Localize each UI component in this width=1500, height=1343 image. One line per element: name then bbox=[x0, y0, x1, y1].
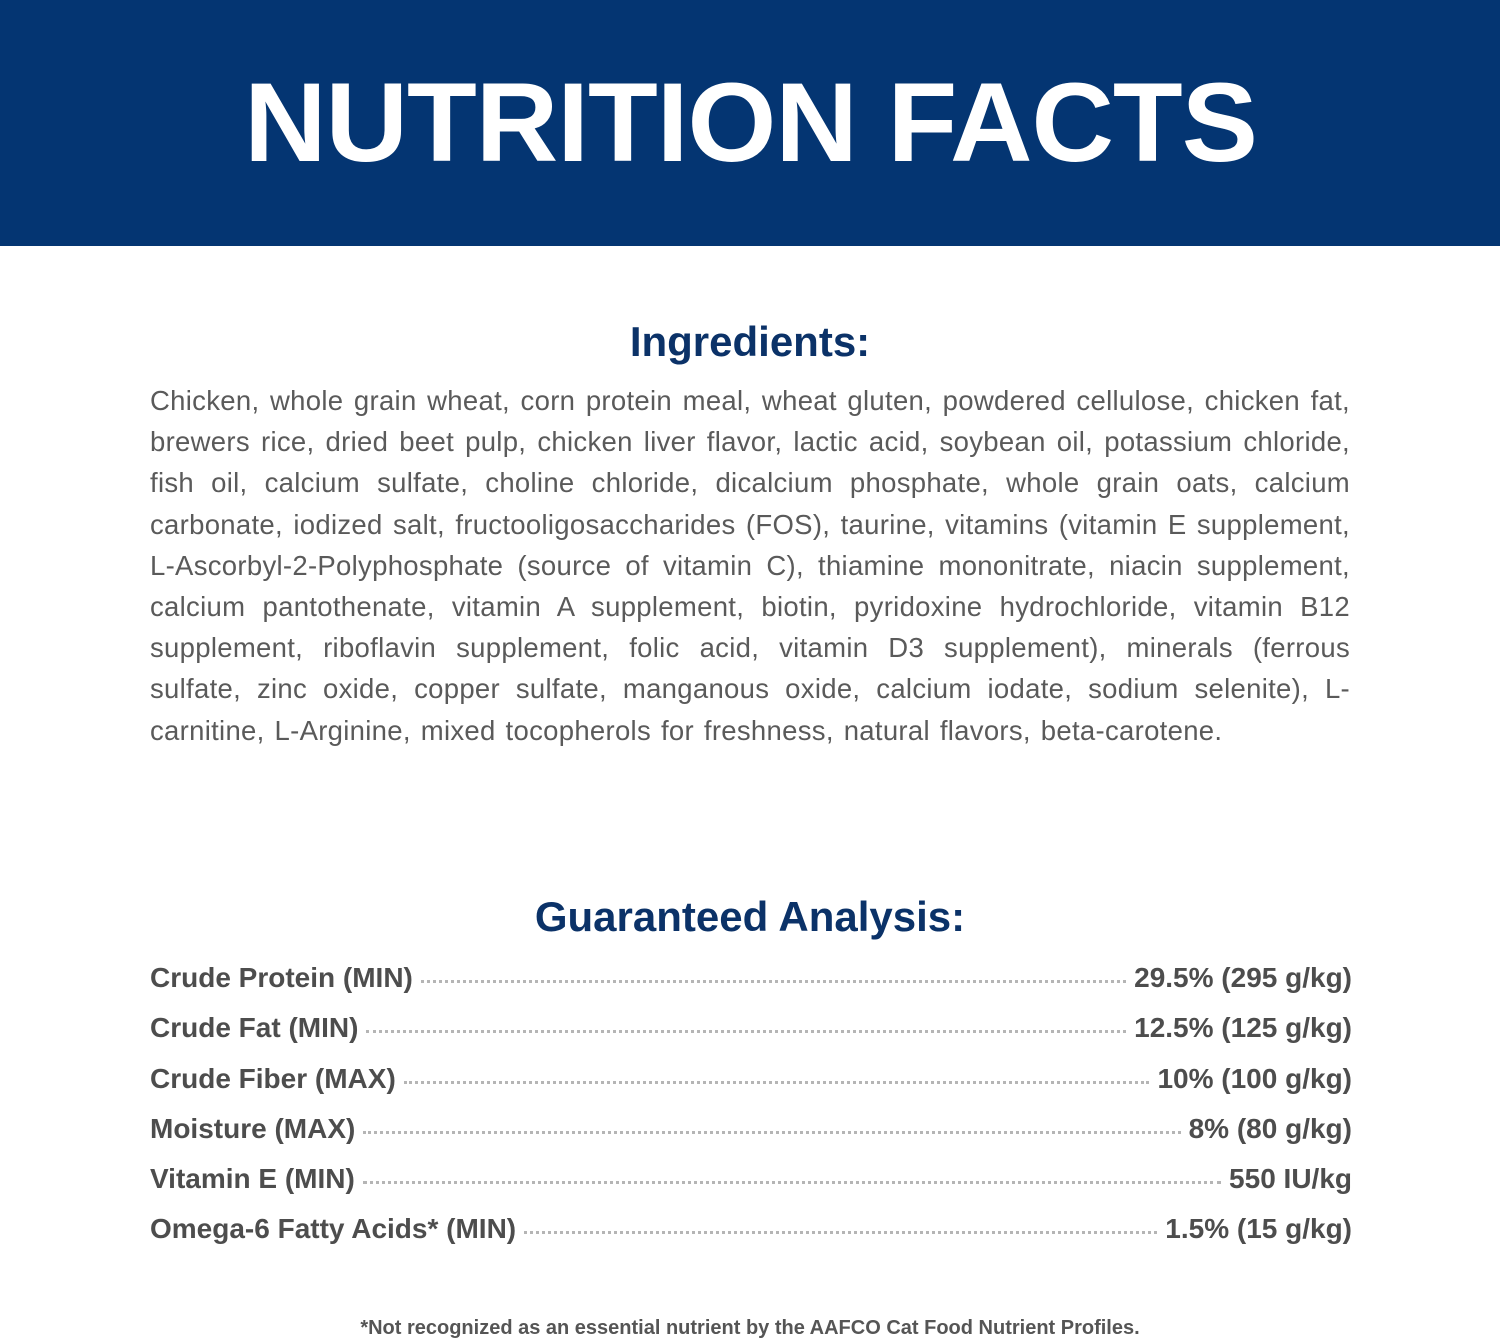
nutrient-label: Moisture (MAX) bbox=[150, 1112, 356, 1144]
analysis-row: Omega-6 Fatty Acids* (MIN) 1.5% (15 g/kg… bbox=[150, 1213, 1352, 1263]
nutrient-value: 8% (80 g/kg) bbox=[1188, 1112, 1352, 1144]
analysis-row: Crude Fiber (MAX) 10% (100 g/kg) bbox=[150, 1063, 1352, 1113]
dotted-leader bbox=[524, 1231, 1158, 1235]
nutrient-label: Crude Fat (MIN) bbox=[150, 1012, 359, 1044]
header-banner: NUTRITION FACTS bbox=[0, 0, 1500, 246]
dotted-leader bbox=[403, 1080, 1150, 1084]
dotted-leader bbox=[420, 980, 1127, 983]
ingredients-heading: Ingredients: bbox=[629, 318, 871, 365]
footnote: *Not recognized as an essential nutrient… bbox=[360, 1317, 1140, 1339]
nutrient-value: 29.5% (295 g/kg) bbox=[1134, 962, 1352, 993]
dotted-leader bbox=[363, 1130, 1181, 1134]
analysis-row: Crude Fat (MIN) 12.5% (125 g/kg) bbox=[150, 1012, 1352, 1062]
analysis-row: Moisture (MAX) 8% (80 g/kg) bbox=[150, 1113, 1352, 1163]
nutrient-value: 12.5% (125 g/kg) bbox=[1134, 1012, 1352, 1044]
dotted-leader bbox=[366, 1030, 1127, 1034]
nutrient-label: Vitamin E (MIN) bbox=[150, 1163, 355, 1195]
nutrient-label: Omega-6 Fatty Acids* (MIN) bbox=[150, 1213, 517, 1245]
guaranteed-analysis-heading: Guaranteed Analysis: bbox=[534, 893, 966, 940]
guaranteed-analysis-table: Crude Protein (MIN) 29.5% (295 g/kg) Cru… bbox=[150, 962, 1352, 1264]
nutrient-value: 550 IU/kg bbox=[1229, 1163, 1352, 1195]
nutrient-label: Crude Protein (MIN) bbox=[150, 962, 413, 993]
page-title: NUTRITION FACTS bbox=[243, 60, 1258, 185]
nutrient-value: 1.5% (15 g/kg) bbox=[1165, 1213, 1352, 1245]
nutrient-value: 10% (100 g/kg) bbox=[1157, 1062, 1352, 1094]
analysis-row: Crude Protein (MIN) 29.5% (295 g/kg) bbox=[150, 962, 1352, 1012]
ingredients-text: Chicken, whole grain wheat, corn protein… bbox=[150, 385, 1350, 746]
dotted-leader bbox=[362, 1181, 1222, 1185]
nutrient-label: Crude Fiber (MAX) bbox=[150, 1062, 396, 1094]
analysis-row: Vitamin E (MIN) 550 IU/kg bbox=[150, 1163, 1352, 1213]
